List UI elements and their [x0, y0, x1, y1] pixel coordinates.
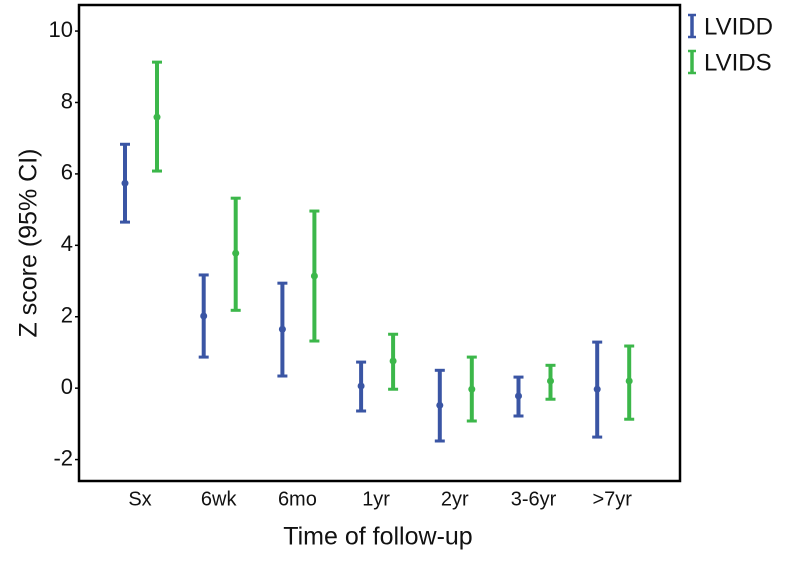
y-tick-label: 4 [61, 231, 73, 256]
x-tick-label: Sx [128, 488, 151, 510]
y-tick-label: 10 [49, 17, 73, 42]
mean-point [389, 357, 397, 365]
mean-point [310, 272, 318, 280]
x-tick-label: 3-6yr [511, 488, 557, 510]
mean-point [121, 179, 129, 187]
mean-point [593, 385, 601, 393]
x-tick-label: 6mo [278, 488, 317, 510]
x-tick-label: 6wk [201, 488, 238, 510]
x-tick-label: 2yr [441, 488, 469, 510]
plot-frame [77, 3, 682, 483]
mean-point [357, 382, 365, 390]
mean-point [625, 377, 633, 385]
y-tick-label: 0 [61, 374, 73, 399]
mean-point [153, 113, 161, 121]
legend-label: LVIDD [704, 13, 773, 40]
legend-label: LVIDS [704, 49, 772, 76]
x-axis-label: Time of follow-up [283, 523, 472, 551]
mean-point [436, 401, 444, 409]
y-tick-label: 8 [61, 88, 73, 113]
y-tick-label: -2 [53, 445, 73, 470]
mean-point [232, 249, 240, 257]
x-tick-label: >7yr [592, 488, 632, 510]
mean-point [515, 392, 522, 400]
y-tick-label: 6 [61, 160, 73, 185]
mean-point [468, 385, 476, 393]
mean-point [278, 325, 286, 333]
x-tick-label: 1yr [362, 488, 390, 510]
y-axis-label: Z score (95% CI) [15, 149, 43, 338]
mean-point [200, 312, 208, 320]
mean-point [547, 377, 554, 385]
y-tick-label: 2 [61, 303, 73, 328]
